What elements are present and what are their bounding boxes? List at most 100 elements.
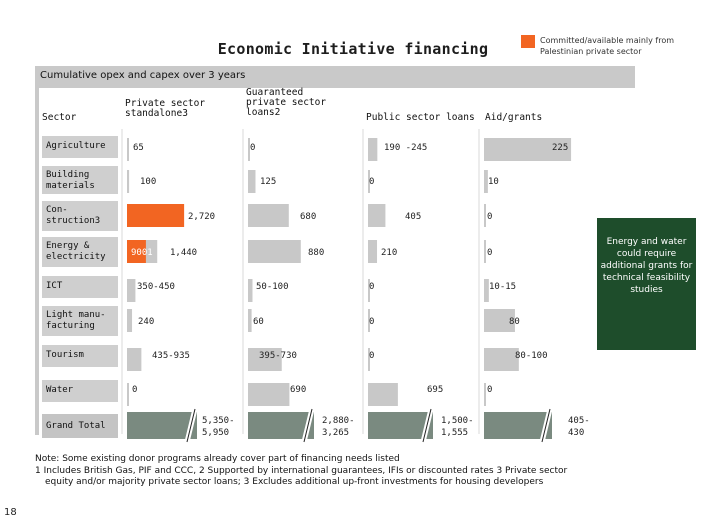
sector-box	[42, 414, 118, 438]
bar-value-label: 1,440	[170, 248, 197, 258]
axis-break-line	[422, 408, 432, 443]
bar-value-label: 125	[260, 177, 276, 187]
page-number: 18	[4, 507, 17, 518]
bar	[248, 170, 256, 193]
bar-value-label: 10-15	[489, 282, 516, 292]
chart-subtitle: Cumulative opex and capex over 3 years	[40, 70, 246, 81]
bar-value-label: 210	[381, 248, 397, 258]
bar-value-label: 695	[427, 385, 443, 395]
bar-value-label: 240	[138, 317, 154, 327]
total-bar	[484, 412, 552, 439]
bar-value-label: 50-100	[256, 282, 289, 292]
header-public: Public sector loans	[366, 112, 475, 123]
total-bar	[127, 412, 197, 439]
total-label-bottom: 430	[568, 428, 584, 438]
bar	[484, 309, 515, 332]
bar-zero	[248, 138, 250, 161]
sector-box	[42, 136, 118, 158]
bar-value-label: 0	[369, 177, 374, 187]
bar	[127, 279, 136, 302]
sector-label-energy: Energy & electricity	[46, 241, 106, 262]
bar	[127, 204, 185, 227]
bar-value-label: 0	[487, 212, 492, 222]
bar-zero	[368, 279, 370, 302]
bar	[368, 383, 398, 406]
bar	[248, 348, 282, 371]
header-aid: Aid/grants	[485, 112, 543, 123]
bar-value-label: 100	[140, 177, 156, 187]
total-label-bottom: 5,950	[202, 428, 229, 438]
bar	[248, 279, 253, 302]
sector-label-grand-total: Grand Total	[46, 421, 106, 431]
bar	[127, 348, 142, 371]
bar-value-label: 350-450	[137, 282, 175, 292]
bar-value-label: 0	[250, 143, 255, 153]
sector-box	[42, 306, 118, 336]
sector-box	[42, 345, 118, 367]
bar-value-label: 0	[487, 248, 492, 258]
total-label-top: 5,350-	[202, 416, 235, 426]
bar	[484, 170, 488, 193]
note-line-3: equity and/or majority private sector lo…	[45, 477, 544, 487]
bar-value-label: 80-100	[515, 351, 548, 361]
total-label-top: 2,880-	[322, 416, 355, 426]
bar-zero	[484, 240, 486, 263]
bar-zero	[127, 383, 129, 406]
axis-break-line	[186, 408, 196, 443]
total-label-bottom: 1,555	[441, 428, 468, 438]
side-note-text: Energy and water could require additiona…	[600, 237, 693, 295]
bar-value-label: 0	[369, 317, 374, 327]
sector-label-construction: Con-struction3	[46, 205, 101, 226]
sector-box	[42, 276, 118, 298]
axis-break-line	[303, 408, 313, 443]
note-line-1: Note: Some existing donor programs alrea…	[35, 454, 400, 464]
bar	[368, 240, 378, 263]
sector-label-water: Water	[46, 385, 74, 395]
sector-label-building: Building materials	[46, 170, 95, 191]
bar	[484, 279, 489, 302]
total-label-top: 405-	[568, 416, 590, 426]
bar-value-label: 405	[405, 212, 421, 222]
page-title: Economic Initiative financing	[217, 40, 489, 58]
bar	[368, 138, 378, 161]
sector-label-ict: ICT	[46, 281, 63, 291]
bar-inner-label: 9001	[131, 248, 153, 258]
bar-value-label: 80	[509, 317, 520, 327]
bar-value-label: 65	[133, 143, 144, 153]
bar-value-label: 880	[308, 248, 324, 258]
bar	[127, 309, 133, 332]
bar-value-label: 225	[552, 143, 568, 153]
header-sector: Sector	[42, 112, 77, 123]
bar-inner-highlight	[127, 240, 146, 263]
legend-swatch	[521, 35, 535, 48]
bar	[368, 204, 386, 227]
total-bar	[248, 412, 314, 439]
bar	[248, 309, 252, 332]
axis-break-line	[541, 408, 551, 443]
bar-value-label: 0	[487, 385, 492, 395]
bar-zero	[368, 309, 370, 332]
sector-box	[42, 237, 118, 267]
header-private: Private sector standalone3	[125, 98, 206, 119]
bar	[127, 138, 129, 161]
bar-value-label: 60	[253, 317, 264, 327]
sector-label-tourism: Tourism	[46, 350, 84, 360]
bar-zero	[484, 204, 486, 227]
bar	[248, 204, 289, 227]
legend-text: Committed/available mainly from Palestin…	[540, 36, 675, 56]
bar-zero	[484, 383, 486, 406]
sector-box	[42, 380, 118, 402]
header-guaranteed: Guaranteed private sector loans2	[246, 87, 327, 118]
bar	[127, 170, 130, 193]
footnotes: Note: Some existing donor programs alrea…	[35, 454, 695, 489]
total-label-bottom: 3,265	[322, 428, 349, 438]
bar-zero	[368, 348, 370, 371]
bar-value-label: 0	[132, 385, 137, 395]
bar-value-label: 0	[369, 282, 374, 292]
side-note-box	[597, 218, 696, 350]
bar-value-label: 690	[290, 385, 306, 395]
bar-value-label: 10	[488, 177, 499, 187]
sector-label-light-manufacturing: Light manu-facturing	[46, 310, 106, 331]
total-bar	[368, 412, 433, 439]
